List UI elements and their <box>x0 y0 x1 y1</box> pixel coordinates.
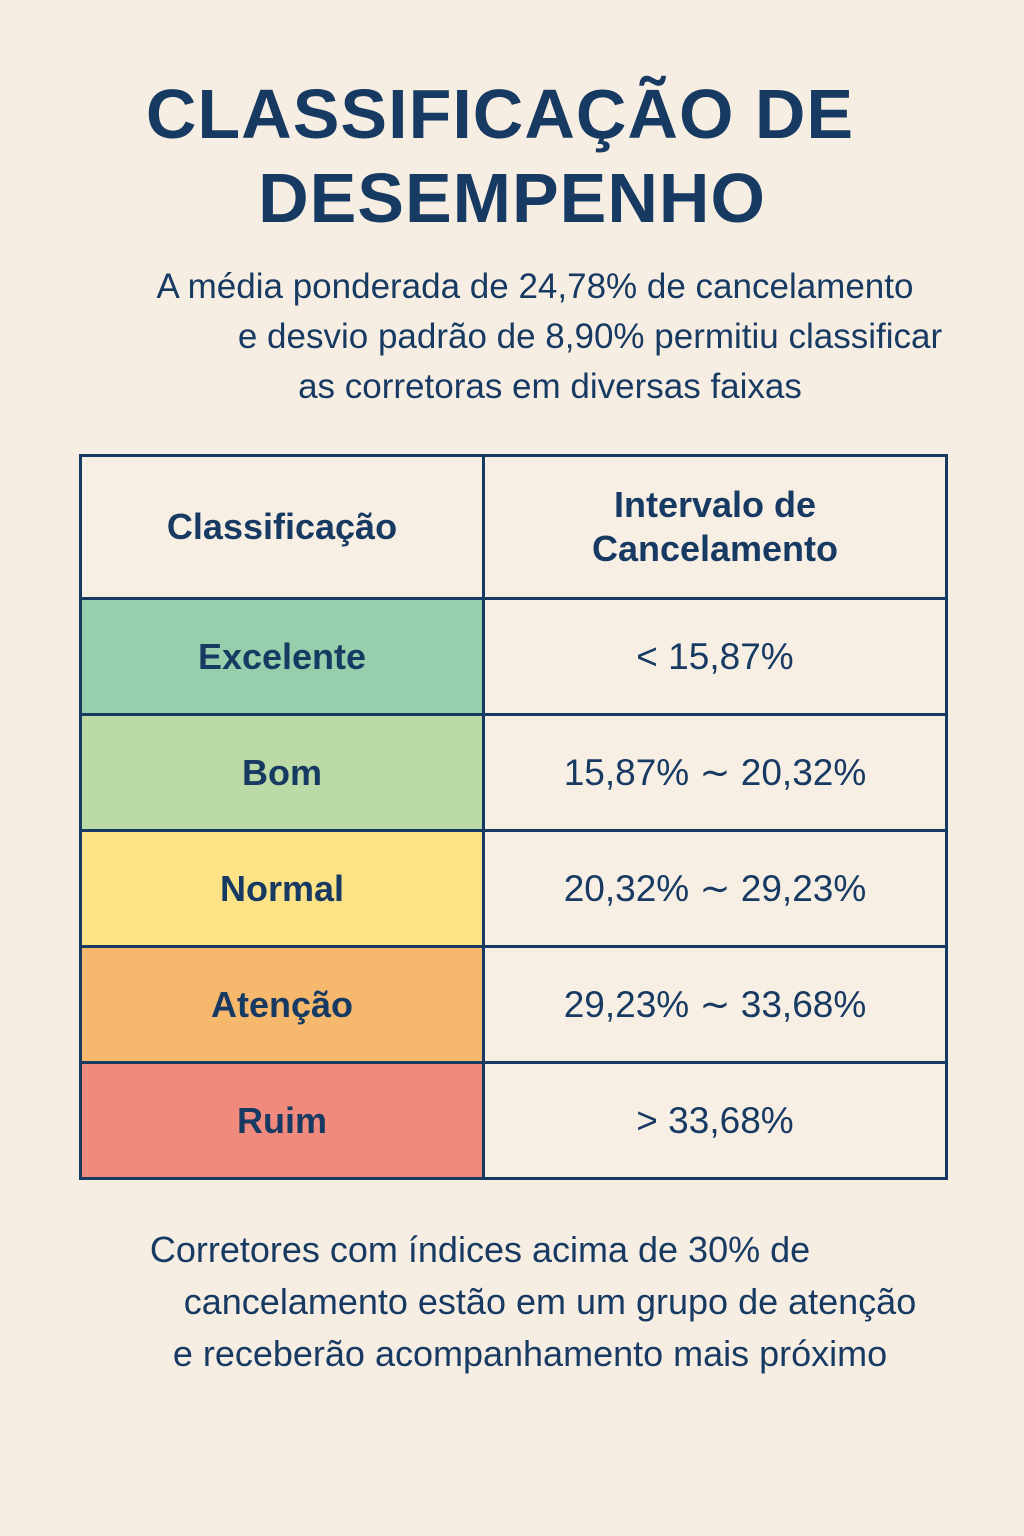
range-cell: < 15,87% <box>482 597 948 716</box>
table-row: Atenção 29,23% ∼ 33,68% <box>79 945 948 1064</box>
table-row: Normal 20,32% ∼ 29,23% <box>79 829 948 948</box>
footer-line-1: Corretores com índices acima de 30% de <box>149 1229 811 1270</box>
classification-table: Classificação Intervalo de Cancelamento … <box>79 454 948 1180</box>
classification-cell-bom: Bom <box>79 713 485 832</box>
intro-line-1: A média ponderada de 24,78% de cancelame… <box>156 267 914 306</box>
footer-line-3: e receberão acompanhamento mais próximo <box>172 1333 888 1374</box>
intro-text: A média ponderada de 24,78% de cancelame… <box>60 262 980 412</box>
table-row: Excelente < 15,87% <box>79 597 948 716</box>
footer-line-2: cancelamento estão em um grupo de atençã… <box>183 1281 917 1322</box>
range-cell: 29,23% ∼ 33,68% <box>482 945 948 1064</box>
range-cell: 20,32% ∼ 29,23% <box>482 829 948 948</box>
header-interval: Intervalo de Cancelamento <box>482 454 948 600</box>
header-interval-line-2: Cancelamento <box>591 528 839 569</box>
classification-cell-atencao: Atenção <box>79 945 485 1064</box>
footer-note: Corretores com índices acima de 30% de c… <box>60 1224 1000 1380</box>
intro-line-2: e desvio padrão de 8,90% permitiu classi… <box>237 317 943 356</box>
table-header-row: Classificação Intervalo de Cancelamento <box>79 454 948 600</box>
header-interval-line-1: Intervalo de <box>613 484 817 525</box>
classification-cell-ruim: Ruim <box>79 1061 485 1180</box>
title-line-1: CLASSIFICAÇÃO DE <box>145 75 855 153</box>
table-row: Ruim > 33,68% <box>79 1061 948 1180</box>
page-title: CLASSIFICAÇÃO DE DESEMPENHO <box>0 72 1024 240</box>
classification-cell-excelente: Excelente <box>79 597 485 716</box>
range-cell: 15,87% ∼ 20,32% <box>482 713 948 832</box>
table-row: Bom 15,87% ∼ 20,32% <box>79 713 948 832</box>
title-line-2: DESEMPENHO <box>258 159 766 237</box>
classification-cell-normal: Normal <box>79 829 485 948</box>
intro-line-3: as corretoras em diversas faixas <box>298 367 802 406</box>
range-cell: > 33,68% <box>482 1061 948 1180</box>
header-classification: Classificação <box>79 454 485 600</box>
